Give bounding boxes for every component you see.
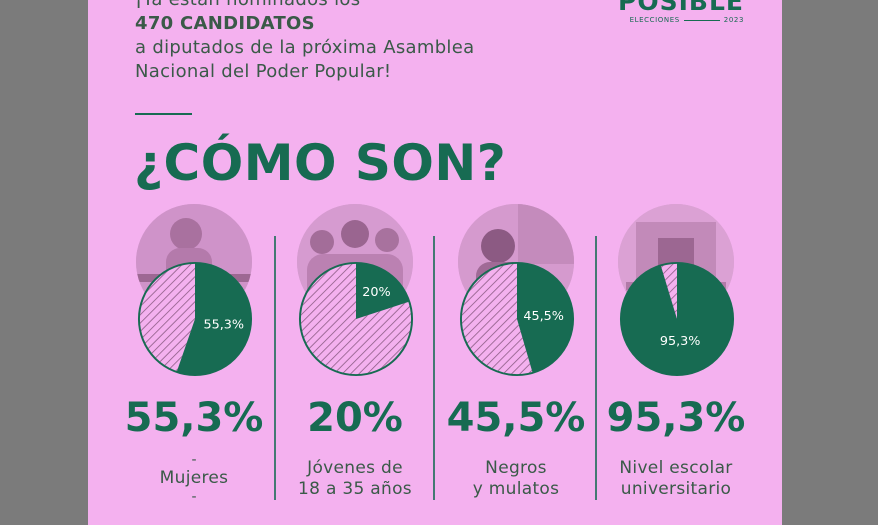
headline-rule [135, 113, 192, 115]
label-universitario-line-2: universitario [620, 479, 732, 499]
headline-line-2: 470 CANDIDATOS [135, 13, 315, 34]
pie-slice-main-jovenes [356, 262, 410, 319]
label-jovenes: Jóvenes de 18 a 35 años [265, 458, 445, 500]
headline-line-1: ¡Ya están nominados los [135, 0, 474, 12]
headline: ¡Ya están nominados los 470 CANDIDATOS a… [135, 0, 474, 84]
label-jovenes-line-2: 18 a 35 años [298, 479, 412, 499]
pie-slice-rest-jovenes [299, 262, 413, 376]
pie-value-label-negros: 45,5% [523, 309, 564, 324]
label-jovenes-line-1: Jóvenes de [307, 458, 403, 478]
label-mujeres: Mujeres [104, 468, 284, 489]
pie-slice-rest-negros [460, 262, 533, 376]
column-divider-1 [274, 236, 276, 500]
logo-sub-left: ELECCIONES [629, 16, 680, 24]
logo-word: POSIBLE [618, 0, 744, 16]
pie-outline-universitario [619, 261, 735, 377]
dash-below-mujeres: - [191, 489, 197, 505]
big-value-negros: 45,5% [446, 395, 586, 441]
infographic-poster: ¡Ya están nominados los 470 CANDIDATOS a… [88, 0, 782, 525]
pie-chart-mujeres: 55,3% [137, 261, 253, 377]
posible-logo: POSIBLE ELECCIONES 2023 [616, 0, 744, 24]
pie-chart-jovenes: 20% [298, 261, 414, 377]
big-value-mujeres: 55,3% [124, 395, 264, 441]
pie-chart-universitario: 95,3% [619, 261, 735, 377]
pie-outline-negros [459, 261, 575, 377]
pie-slice-main-negros [517, 262, 574, 373]
pie-value-label-jovenes: 20% [362, 285, 390, 300]
headline-line-3: a diputados de la próxima Asamblea [135, 37, 475, 58]
pie-slice-main-universitario [620, 262, 734, 376]
big-value-universitario: 95,3% [606, 395, 746, 441]
pie-outline-mujeres [137, 261, 253, 377]
logo-sub-line [683, 19, 720, 21]
pie-outline-jovenes [298, 261, 414, 377]
label-universitario-line-1: Nivel escolar [619, 458, 733, 478]
pie-value-label-universitario: 95,3% [660, 334, 701, 349]
pie-slice-rest-mujeres [138, 262, 195, 372]
column-divider-3 [595, 236, 597, 500]
pie-slice-rest-universitario [660, 262, 677, 319]
label-negros-line-1: Negros [485, 458, 547, 478]
logo-sub-right: 2023 [723, 16, 744, 24]
label-universitario: Nivel escolar universitario [586, 458, 766, 500]
dash-above-mujeres: - [191, 452, 197, 468]
column-divider-2 [433, 236, 435, 500]
page-title: ¿CÓMO SON? [134, 134, 507, 192]
pie-slice-main-mujeres [176, 262, 252, 376]
logo-subtitle: ELECCIONES 2023 [616, 16, 744, 24]
headline-line-4: Nacional del Poder Popular! [135, 61, 392, 82]
big-value-jovenes: 20% [307, 395, 403, 441]
pie-chart-negros: 45,5% [459, 261, 575, 377]
label-negros-line-2: y mulatos [472, 479, 560, 499]
label-mujeres-line-1: Mujeres [159, 468, 229, 488]
pie-value-label-mujeres: 55,3% [203, 318, 244, 333]
label-negros: Negros y mulatos [426, 458, 606, 500]
